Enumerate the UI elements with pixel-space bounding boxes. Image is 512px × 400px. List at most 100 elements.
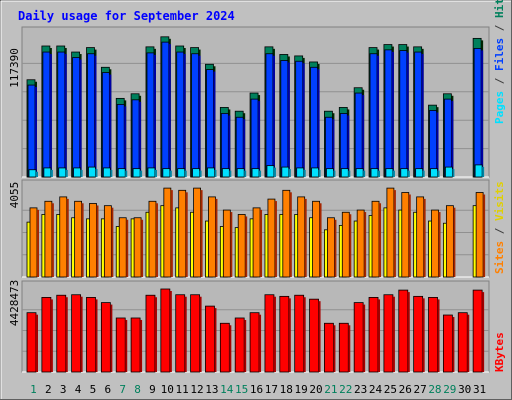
pages-bar-3 <box>58 167 67 178</box>
files-bar-7-shadow <box>124 106 127 177</box>
pages-bar-14-shadow <box>229 170 232 177</box>
files-bar-3 <box>57 51 66 178</box>
pages-bar-5-shadow <box>95 169 98 177</box>
kbytes-bar-2 <box>41 297 52 373</box>
pages-bar-8-shadow <box>140 170 143 177</box>
kbytes-bar-5-shadow <box>95 299 98 372</box>
files-bar-9 <box>146 52 155 178</box>
kbytes-legend: KBytes <box>493 332 506 372</box>
day-label-25: 25 <box>384 383 397 396</box>
sites-bar-14 <box>222 209 231 278</box>
sites-bar-13-shadow <box>215 198 218 277</box>
sites-bar-31-shadow <box>483 194 486 277</box>
kbytes-bar-16-shadow <box>259 314 262 372</box>
sites-bar-26 <box>401 192 410 278</box>
pages-bar-6-shadow <box>110 169 113 177</box>
kbytes-bar-10-shadow <box>169 291 172 372</box>
kbytes-bar-13 <box>205 305 215 373</box>
pages-bar-29 <box>444 166 453 178</box>
files-bar-19-shadow <box>302 63 305 177</box>
legend-kbytes: KBytes <box>493 332 506 372</box>
pages-bar-19-shadow <box>303 169 306 177</box>
legend-pages: Pages <box>493 91 506 124</box>
pages-bar-29-shadow <box>452 169 455 177</box>
files-bar-25 <box>384 49 393 178</box>
files-bar-27-shadow <box>421 54 424 177</box>
kbytes-bar-17-shadow <box>273 296 276 372</box>
files-bar-1 <box>27 84 36 178</box>
kbytes-bar-30-shadow <box>467 314 470 372</box>
pages-bar-31 <box>474 164 483 178</box>
day-label-17: 17 <box>265 383 278 396</box>
files-bar-19 <box>295 60 304 178</box>
day-label-11: 11 <box>176 383 189 396</box>
kbytes-bar-4 <box>71 294 82 373</box>
sites-bar-1 <box>29 207 38 278</box>
pages-bar-21-shadow <box>333 170 336 177</box>
files-bar-28 <box>429 110 437 178</box>
kbytes-bar-29-shadow <box>452 317 455 372</box>
pages-bar-1 <box>28 169 37 178</box>
files-bar-26 <box>399 50 408 178</box>
files-bar-29-shadow <box>451 101 454 177</box>
files-bar-31 <box>473 48 482 178</box>
sites-bar-23-shadow <box>364 212 367 277</box>
kbytes-bar-10 <box>160 288 171 373</box>
pages-bar-2-shadow <box>50 169 53 177</box>
kbytes-ymax-label: 4428473 <box>8 280 21 326</box>
legend-hits: Hits <box>493 0 506 18</box>
legend-files: Files <box>493 38 506 71</box>
day-label-1: 1 <box>30 383 37 396</box>
sites-bar-6-shadow <box>111 207 114 277</box>
hits-ymax-label: 117390 <box>8 48 21 88</box>
sites-legend: Sites / Visits <box>493 181 506 274</box>
files-bar-22-shadow <box>347 115 350 177</box>
day-label-3: 3 <box>60 383 67 396</box>
kbytes-bar-14-shadow <box>229 325 232 372</box>
sites-bar-10-shadow <box>170 190 173 277</box>
sites-bar-8-shadow <box>141 219 144 277</box>
kbytes-bar-26 <box>398 289 409 373</box>
day-label-8: 8 <box>134 383 141 396</box>
pages-bar-12 <box>192 168 200 178</box>
sites-bar-25-shadow <box>393 190 396 277</box>
files-bar-3-shadow <box>64 54 67 177</box>
pages-bar-22 <box>340 168 349 178</box>
files-bar-2 <box>42 51 51 178</box>
sites-bar-2 <box>44 200 53 278</box>
day-label-2: 2 <box>45 383 52 396</box>
sites-bar-21-shadow <box>334 219 337 277</box>
files-bar-18 <box>280 60 289 178</box>
sites-bar-29-shadow <box>453 207 456 277</box>
day-label-5: 5 <box>90 383 97 396</box>
kbytes-bar-3-shadow <box>65 297 68 372</box>
day-label-13: 13 <box>205 383 218 396</box>
pages-bar-15-shadow <box>244 170 247 177</box>
legend-visits: Visits <box>493 181 506 221</box>
sites-bar-20 <box>312 200 320 278</box>
kbytes-bar-30 <box>457 312 468 373</box>
day-label-27: 27 <box>413 383 426 396</box>
files-bar-16-shadow <box>258 101 261 177</box>
files-bar-12-shadow <box>198 55 201 178</box>
sites-bar-27 <box>416 196 425 278</box>
day-label-24: 24 <box>369 383 383 396</box>
pages-bar-4 <box>73 167 82 178</box>
files-bar-20-shadow <box>317 69 320 177</box>
files-bar-4 <box>72 57 81 178</box>
sites-bar-3 <box>59 196 68 278</box>
kbytes-bar-7-shadow <box>125 319 128 372</box>
pages-bar-20-shadow <box>318 169 321 177</box>
files-bar-23-shadow <box>362 95 365 177</box>
sites-bar-24 <box>371 200 380 278</box>
kbytes-bar-6 <box>100 302 111 373</box>
pages-bar-18 <box>281 166 290 178</box>
sites-bar-9 <box>148 200 157 278</box>
pages-bar-10-shadow <box>169 170 172 177</box>
pages-bar-18-shadow <box>288 169 291 177</box>
sites-bar-2-shadow <box>51 203 54 277</box>
kbytes-bar-31 <box>472 289 483 373</box>
files-bar-8 <box>131 99 140 178</box>
kbytes-bar-21 <box>324 322 334 373</box>
sites-bar-1-shadow <box>37 209 39 277</box>
